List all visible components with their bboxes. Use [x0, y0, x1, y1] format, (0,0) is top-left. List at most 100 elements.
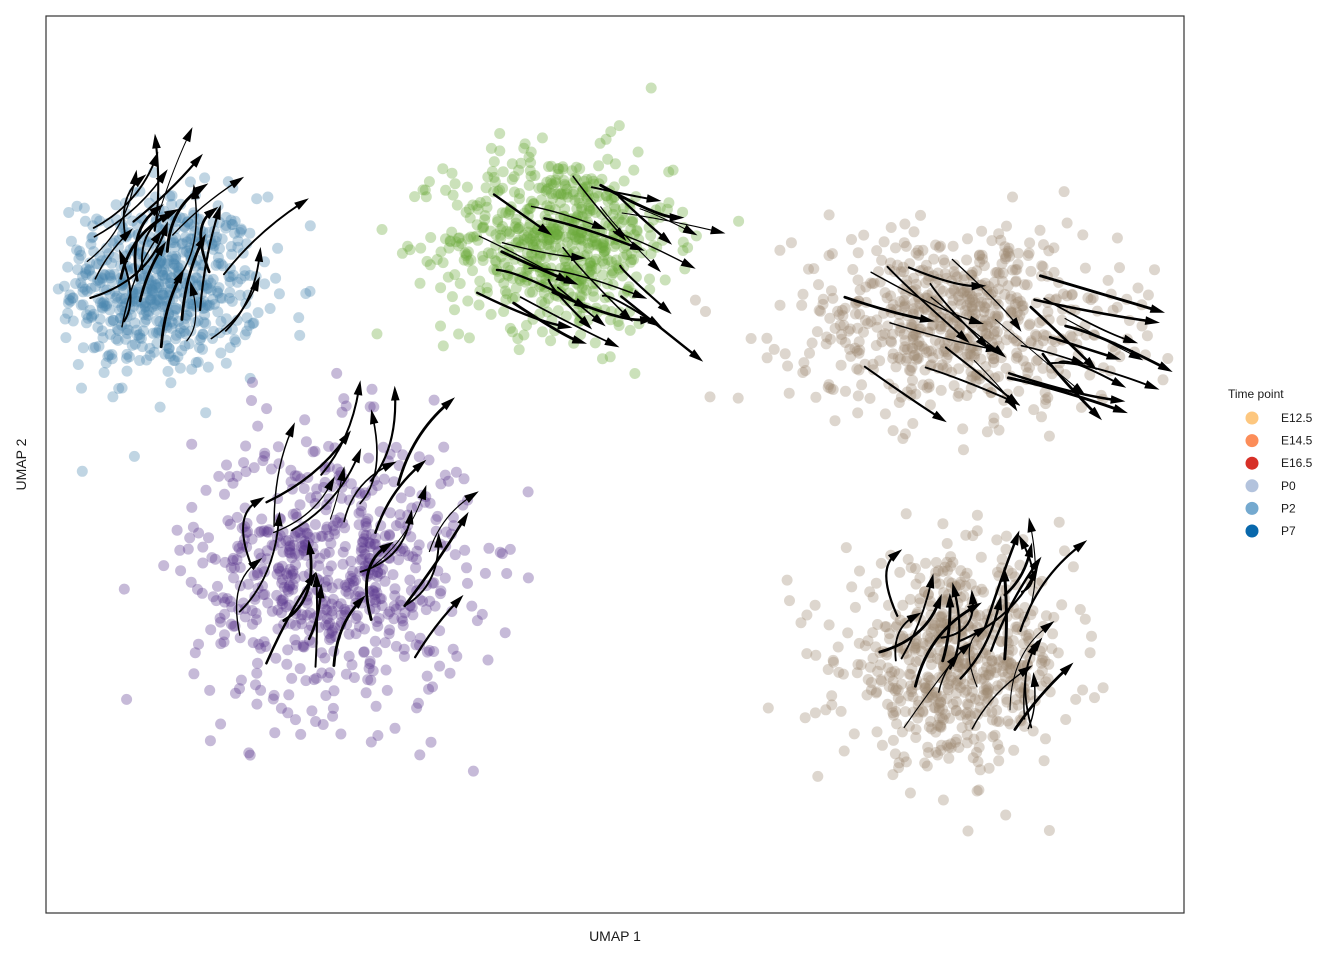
cell-point	[227, 269, 239, 281]
cell-point	[496, 548, 508, 560]
cell-point	[630, 271, 642, 283]
streamline-arrowhead	[682, 224, 698, 236]
cell-point	[259, 450, 271, 462]
cell-point	[993, 656, 1005, 668]
cell-point	[73, 253, 85, 265]
cell-point	[398, 643, 410, 655]
cell-point	[978, 306, 990, 318]
cell-point	[168, 237, 180, 249]
cell-point	[958, 274, 970, 286]
cell-point	[906, 319, 918, 331]
cell-point	[969, 693, 981, 705]
cell-point	[844, 343, 856, 355]
cell-point	[444, 235, 456, 247]
cell-point	[970, 308, 981, 320]
cell-point	[327, 625, 339, 637]
cell-point	[486, 166, 498, 177]
cell-point	[586, 173, 597, 185]
cell-point	[129, 317, 141, 329]
cell-point	[1036, 315, 1048, 326]
cell-point	[503, 228, 515, 240]
cell-point	[115, 293, 127, 304]
cell-point	[999, 241, 1011, 253]
cell-point	[983, 649, 995, 661]
cell-point	[1006, 644, 1018, 656]
cell-point	[574, 232, 585, 244]
cell-point	[552, 163, 564, 175]
cell-point	[937, 362, 949, 374]
cell-point	[892, 259, 903, 271]
cell-point	[927, 692, 938, 703]
velocity-streamline	[913, 605, 976, 688]
streamline-arrowhead	[1027, 566, 1039, 582]
cell-point	[526, 195, 538, 207]
cell-point	[282, 707, 294, 719]
cell-point	[958, 444, 969, 456]
cell-point	[492, 214, 504, 226]
cell-point	[543, 161, 554, 173]
cell-point	[171, 524, 183, 536]
cell-point	[298, 639, 309, 651]
cell-point	[356, 500, 368, 512]
cell-point	[585, 197, 597, 209]
cell-point	[1058, 186, 1070, 198]
cell-point	[621, 249, 633, 261]
cell-point	[923, 345, 935, 357]
cell-point	[462, 295, 474, 307]
cell-point	[121, 328, 133, 339]
cell-point	[732, 392, 744, 404]
cell-point	[570, 234, 582, 246]
cell-point	[282, 644, 294, 656]
cell-point	[950, 677, 962, 689]
cell-point	[477, 250, 489, 262]
cell-point	[397, 449, 409, 461]
velocity-streamline	[971, 669, 1026, 730]
cell-point	[584, 257, 596, 269]
cell-point	[208, 325, 219, 337]
cell-point	[962, 357, 974, 369]
cell-point	[853, 364, 865, 376]
cell-point	[227, 477, 239, 489]
cell-point	[1077, 684, 1089, 696]
cell-point	[976, 225, 988, 237]
streamline-arrowhead	[1024, 542, 1033, 558]
cell-point	[298, 570, 310, 582]
velocity-streamline	[886, 265, 965, 339]
cell-point	[323, 530, 335, 542]
cell-point	[509, 186, 520, 198]
cell-point	[525, 146, 537, 158]
cell-point	[948, 285, 960, 297]
cell-point	[110, 333, 122, 345]
cell-point	[1013, 607, 1024, 619]
cell-point	[663, 197, 675, 209]
cell-point	[530, 238, 542, 250]
cell-point	[150, 299, 162, 311]
cell-point	[462, 255, 474, 267]
cell-point	[233, 543, 245, 554]
cell-point	[1001, 320, 1013, 332]
cell-point	[187, 521, 199, 533]
cell-point	[625, 256, 637, 268]
cell-point	[933, 702, 945, 714]
cell-point	[599, 258, 611, 270]
cell-point	[171, 303, 183, 315]
cell-point	[824, 312, 836, 324]
cell-point	[283, 581, 295, 592]
cell-point	[590, 253, 602, 265]
cell-point	[927, 352, 939, 364]
cell-point	[247, 637, 259, 649]
cell-point	[428, 577, 440, 589]
cell-point	[178, 325, 190, 337]
cell-point	[955, 682, 966, 694]
cell-point	[576, 201, 588, 213]
cell-point	[302, 528, 314, 540]
cell-point	[887, 348, 899, 360]
cell-point	[970, 610, 982, 622]
cell-point	[370, 596, 382, 608]
streamline-arrowhead	[191, 184, 200, 200]
cell-point	[240, 440, 252, 452]
cell-point	[910, 638, 922, 650]
cell-point	[239, 603, 251, 615]
cell-point	[626, 215, 638, 227]
cell-point	[569, 194, 581, 206]
